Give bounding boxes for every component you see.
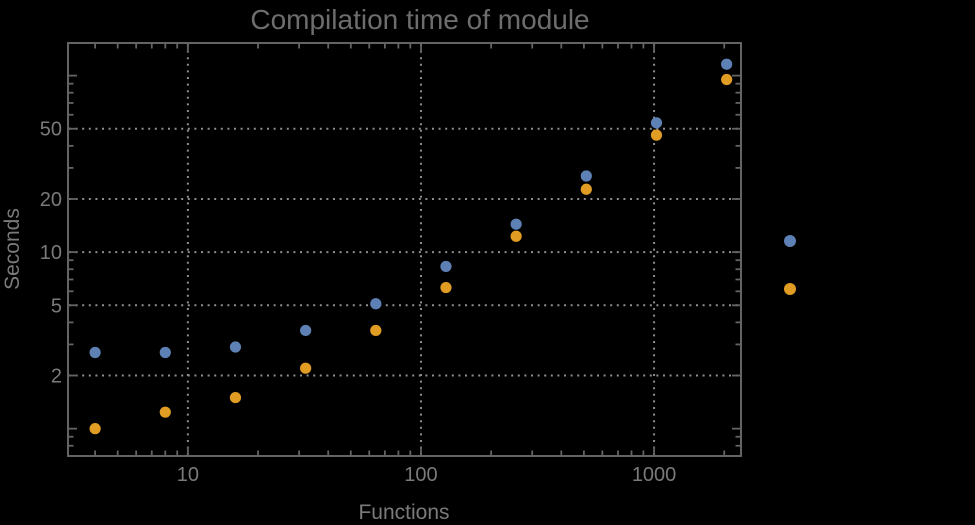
plot-frame [67,42,742,457]
data-point-orange [721,73,733,86]
data-point-blue [300,324,312,337]
data-point-orange [650,129,663,141]
data-point-blue [370,298,382,310]
x-tick-label: 100 [404,464,437,486]
data-point-orange [229,391,242,404]
legend-marker-blue [784,235,796,247]
x-tick-label: 1000 [632,464,677,486]
x-tick-label: 10 [177,464,199,486]
chart-title: Compilation time of module [250,4,590,35]
data-point-blue [510,218,522,230]
x-axis-label: Functions [358,501,450,524]
data-point-blue [650,117,663,129]
legend-marker-orange [784,283,796,295]
y-tick-label: 50 [40,119,62,141]
data-point-blue [440,260,452,273]
data-point-orange [159,406,171,418]
data-point-blue [89,346,101,359]
y-tick-label: 20 [40,189,62,211]
y-tick-label: 10 [40,242,62,264]
data-point-blue [580,170,592,182]
data-point-orange [300,362,312,374]
data-point-orange [510,230,522,242]
data-point-blue [159,346,171,359]
data-point-orange [370,324,382,337]
y-tick-label: 2 [51,366,62,388]
data-point-orange [580,183,592,195]
data-point-orange [89,423,101,435]
data-point-orange [440,281,452,294]
y-tick-label: 5 [51,295,62,317]
data-point-blue [229,341,242,353]
data-point-blue [721,58,733,70]
